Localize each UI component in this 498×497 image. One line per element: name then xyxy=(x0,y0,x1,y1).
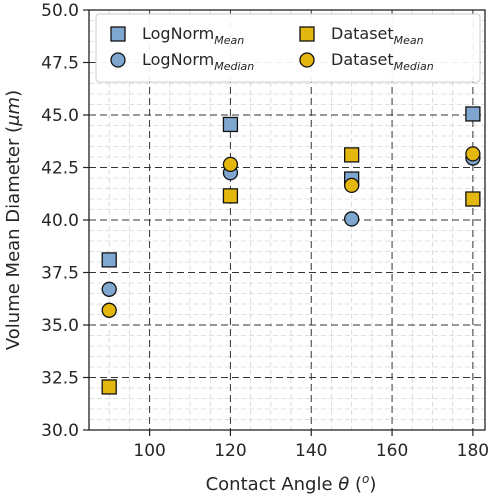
x-tick-label: 140 xyxy=(295,441,327,461)
legend: LogNormMean LogNormMedian DatasetMean Datas… xyxy=(95,13,481,83)
y-tick-label: 35.0 xyxy=(41,316,79,336)
legend-label-dataset-median: DatasetMedian xyxy=(331,50,434,73)
y-tick-labels: 30.0 32.5 35.0 37.5 40.0 42.5 45.0 47.5 50.0 xyxy=(41,1,79,441)
legend-label-dataset-mean: DatasetMean xyxy=(331,24,424,47)
y-tick-label: 30.0 xyxy=(41,421,79,441)
axis-ticks xyxy=(83,9,474,436)
x-axis-label: Contact Angle θ (o) xyxy=(206,472,377,495)
dataset-mean-point xyxy=(222,188,239,204)
dataset-median-point xyxy=(222,156,239,173)
x-tick-label: 160 xyxy=(376,441,408,461)
lognorm-median-point xyxy=(101,281,117,297)
legend-label-lognorm-median: LogNormMedian xyxy=(142,50,254,73)
x-tick-labels: 100 120 140 160 180 xyxy=(133,441,489,461)
y-axis-label: Volume Mean Diameter (μm) xyxy=(3,90,24,350)
dataset-mean-point xyxy=(101,379,117,395)
y-tick-label: 32.5 xyxy=(41,369,79,389)
data-points xyxy=(101,106,481,395)
dataset-median-point xyxy=(465,146,481,162)
legend-marker-dataset-median xyxy=(299,52,315,68)
x-tick-label: 180 xyxy=(457,441,489,461)
lognorm-mean-point xyxy=(101,252,117,268)
y-tick-label: 47.5 xyxy=(41,54,79,74)
legend-box xyxy=(95,13,481,83)
y-tick-label: 45.0 xyxy=(41,106,79,126)
y-tick-label: 50.0 xyxy=(41,1,79,21)
y-tick-label: 37.5 xyxy=(41,264,79,284)
y-tick-label: 42.5 xyxy=(41,159,79,179)
dataset-mean-point xyxy=(344,147,360,163)
dataset-mean-point xyxy=(465,191,481,207)
legend-marker-dataset-mean xyxy=(299,26,315,42)
legend-marker-lognorm-median xyxy=(110,52,126,68)
dataset-median-point xyxy=(101,302,117,318)
x-tick-label: 120 xyxy=(214,441,246,461)
legend-marker-lognorm-mean xyxy=(110,26,126,42)
legend-label-lognorm-mean: LogNormMean xyxy=(142,24,244,47)
x-tick-label: 100 xyxy=(133,441,165,461)
lognorm-mean-point xyxy=(222,116,239,133)
dataset-median-point xyxy=(344,177,360,194)
y-tick-label: 40.0 xyxy=(41,211,79,231)
lognorm-median-point xyxy=(344,211,360,227)
lognorm-mean-point xyxy=(465,106,481,122)
